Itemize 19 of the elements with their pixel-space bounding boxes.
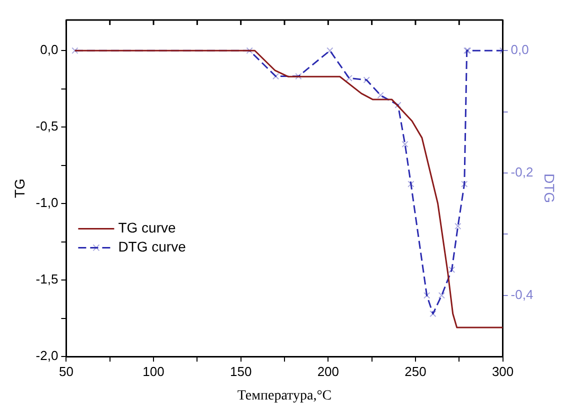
x-tick-label: 100 bbox=[142, 364, 164, 379]
y2-tick-label: -0,4 bbox=[510, 286, 534, 302]
y2-tick-label: -0,2 bbox=[510, 164, 534, 180]
x-tick-label: 250 bbox=[404, 364, 426, 379]
x-axis-title: Температура,°C bbox=[237, 388, 332, 404]
y2-axis-title: DTG bbox=[542, 174, 558, 204]
y-axis-title: TG bbox=[11, 178, 28, 198]
x-tick-label: 50 bbox=[58, 364, 74, 379]
y-tick-label: -0,5 bbox=[36, 118, 58, 134]
x-tick-label: 200 bbox=[317, 364, 340, 379]
y-tick-label: -1,0 bbox=[36, 195, 58, 210]
y2-tick-label: 0,0 bbox=[510, 42, 529, 58]
y-tick-label: 0,0 bbox=[40, 42, 58, 58]
y-tick-label: -1,5 bbox=[36, 272, 58, 287]
legend-label: DTG curve bbox=[118, 238, 186, 255]
x-tick-label: 150 bbox=[230, 364, 252, 379]
y-tick-label: -2,0 bbox=[36, 348, 58, 364]
legend-label: TG curve bbox=[118, 220, 176, 236]
x-tick-label: 300 bbox=[492, 364, 514, 379]
